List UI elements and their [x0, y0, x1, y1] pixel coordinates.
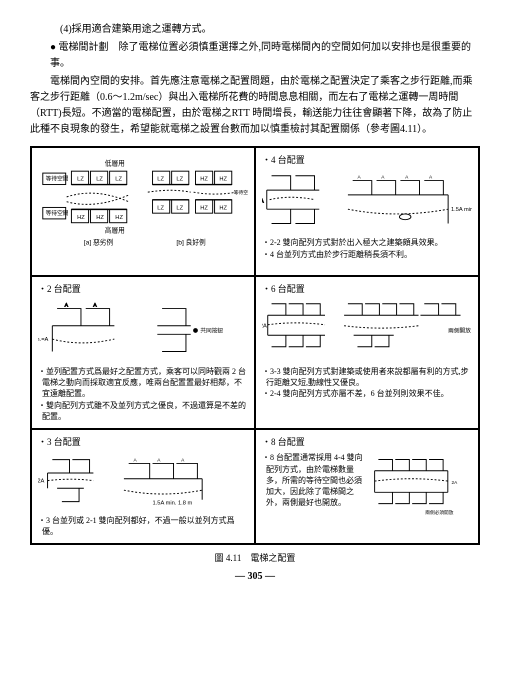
- svg-text:LZ: LZ: [96, 177, 103, 183]
- cell-3: ・3 台配置 AAA 1.5～2A 1.5A min. 1.8 m ・3 台並: [31, 429, 255, 544]
- b8-1: ・8 台配置通常採用 4-4 雙向配列方式，由於電梯數量多，所需的等待空間也必須…: [266, 452, 363, 508]
- diagram-grid: 低層用 LZ LZ LZ HZ HZ HZ 高層用 等待空間 等待空間: [30, 146, 480, 545]
- svg-text:HZ: HZ: [200, 205, 208, 211]
- svg-text:A: A: [357, 174, 361, 180]
- svg-text:2A: 2A: [451, 480, 458, 485]
- figure-caption: 圖 4.11 電梯之配置: [30, 551, 480, 565]
- svg-text:共同按鈕: 共同按鈕: [200, 327, 223, 335]
- cell-2: ・2 台配置 A A min.=A 共同按鈕 ・並列配置方式爲最好之配置方式，乘客…: [31, 276, 255, 429]
- svg-text:A: A: [429, 174, 433, 180]
- svg-text:1.5A min. 1.8 m: 1.5A min. 1.8 m: [153, 501, 193, 507]
- title-3: ・3 台配置: [38, 436, 248, 449]
- svg-text:A: A: [381, 174, 385, 180]
- svg-text:HZ: HZ: [219, 177, 227, 183]
- svg-text:1.5～2A: 1.5～2A: [262, 198, 264, 204]
- title-2: ・2 台配置: [38, 283, 248, 296]
- svg-text:HZ: HZ: [219, 205, 227, 211]
- svg-text:min.=A: min.=A: [38, 337, 49, 343]
- text-line1: (4)採用適合建築用途之運轉方式。: [30, 22, 480, 38]
- b3-1: ・3 台並列或 2-1 雙向配列都好，不過一般以並列方式爲優。: [42, 515, 248, 537]
- cell-examples: 低層用 LZ LZ LZ HZ HZ HZ 高層用 等待空間 等待空間: [31, 147, 255, 276]
- b4-2: ・4 台並列方式由於步行距離稍長須不利。: [266, 249, 472, 260]
- svg-text:LZ: LZ: [176, 205, 183, 211]
- b6-2: ・2-4 雙向配列方式亦屬不差，6 台並列則效果不佳。: [266, 388, 472, 399]
- diagram-3: A A A 1.5～2A 1.5A min. 1.8 m: [38, 452, 248, 514]
- cell-8: ・8 台配置 ・8 台配置通常採用 4-4 雙向配列方式，由於電梯數量多，所需的…: [255, 429, 479, 544]
- diagram-8: 2A 兩側必須開放: [369, 452, 472, 518]
- diagram-2: A A min.=A 共同按鈕: [38, 299, 248, 366]
- svg-text:兩側開放: 兩側開放: [448, 327, 471, 335]
- svg-text:LZ: LZ: [157, 177, 164, 183]
- svg-text:A: A: [133, 458, 137, 464]
- svg-text:等待空間: 等待空間: [234, 189, 248, 196]
- diagram-examples: 低層用 LZ LZ LZ HZ HZ HZ 高層用 等待空間 等待空間: [38, 154, 248, 269]
- b2-1: ・並列配置方式爲最好之配置方式，乘客可以同時觀兩 2 台電梯之動向而採取適宜反應…: [42, 366, 248, 400]
- svg-text:[b] 良好例: [b] 良好例: [176, 238, 206, 247]
- svg-text:LZ: LZ: [77, 177, 84, 183]
- b6-1: ・3-3 雙向配列方式對建築或使用者來說都屬有利的方式,步行距離又短,動線性又優…: [266, 366, 472, 388]
- svg-text:A: A: [157, 458, 161, 464]
- svg-text:1.75～2A: 1.75～2A: [262, 324, 267, 330]
- svg-text:[a] 惡劣例: [a] 惡劣例: [84, 238, 114, 247]
- diagram-6: 1.75～2A 兩側開放: [262, 299, 472, 366]
- cell-4: ・4 台配置 1.5～2A AAAA 1.5A min. 2.4 m ・2: [255, 147, 479, 276]
- diagram-4: 1.5～2A A A A A 1.5A min. 2.4 m: [262, 171, 472, 238]
- svg-text:高層用: 高層用: [105, 225, 125, 234]
- svg-text:A: A: [181, 458, 185, 464]
- text-para1: 電梯間內空間的安排。首先應注意電梯之配置問題，由於電梯之配置決定了乘客之步行距離…: [30, 74, 480, 138]
- text-line2: ● 電梯間計劃 除了電梯位置必須慎重選擇之外,同時電梯間內的空間如何加以安排也是…: [30, 40, 480, 72]
- svg-text:LZ: LZ: [176, 177, 183, 183]
- b2-2: ・雙向配列方式雖不及並列方式之優良，不過還算是不差的配置。: [42, 400, 248, 422]
- svg-text:LZ: LZ: [115, 177, 122, 183]
- svg-text:低層用: 低層用: [105, 158, 125, 167]
- title-8: ・8 台配置: [262, 436, 472, 449]
- cell-6: ・6 台配置 1.75～2A 兩側開放 ・3-3 雙向配列方式對建築或使: [255, 276, 479, 429]
- svg-text:A: A: [93, 303, 97, 309]
- title-6: ・6 台配置: [262, 283, 472, 296]
- page-number: — 305 —: [30, 569, 480, 585]
- svg-text:1.5～2A: 1.5～2A: [38, 479, 45, 485]
- b4-1: ・2-2 雙向配列方式對於出入極大之建築頗具效果。: [266, 237, 472, 248]
- svg-text:A: A: [405, 174, 409, 180]
- svg-text:HZ: HZ: [115, 215, 123, 221]
- svg-text:HZ: HZ: [77, 215, 85, 221]
- svg-text:兩側必須開放: 兩側必須開放: [425, 509, 453, 516]
- svg-text:HZ: HZ: [96, 215, 104, 221]
- svg-text:A: A: [65, 303, 69, 309]
- svg-text:LZ: LZ: [157, 205, 164, 211]
- svg-text:1.5A min. 2.4 m: 1.5A min. 2.4 m: [451, 207, 472, 213]
- svg-text:HZ: HZ: [200, 177, 208, 183]
- title-4: ・4 台配置: [262, 154, 472, 167]
